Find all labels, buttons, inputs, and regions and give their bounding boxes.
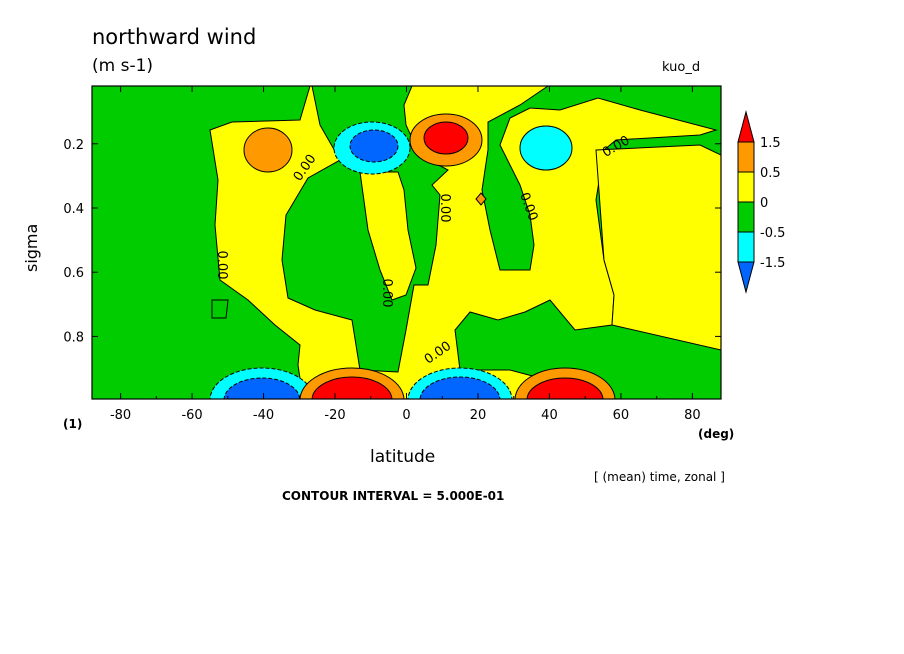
fill-weak-negative-west (92, 86, 311, 399)
cell-pos-north-inner (526, 377, 604, 399)
colorbar-label: 1.5 (760, 136, 781, 151)
x-tick-label: -60 (181, 408, 202, 423)
chart-title: northward wind (92, 25, 257, 49)
colorbar-bottom-triangle (737, 261, 755, 294)
x-tick-label: -80 (110, 408, 131, 423)
x-axis-label: latitude (370, 447, 436, 467)
x-tick-label: 40 (541, 408, 558, 423)
plot-frame (91, 85, 722, 400)
cell-neg-northeq-outer (407, 367, 513, 399)
contour-label: 0.00 (214, 251, 229, 280)
contour-label: 0.00 (379, 279, 394, 308)
x-axis-ticks: -80 -60 -40 -20 0 20 40 60 80 (110, 86, 701, 423)
x-tick-label: 60 (613, 408, 630, 423)
field-fill (92, 86, 721, 399)
fill-weak-positive-north (359, 171, 417, 301)
contour-interval: CONTOUR INTERVAL = 5.000E-01 (282, 489, 505, 503)
y-tick-label: 0.8 (63, 330, 84, 345)
x-tick-label: 20 (470, 408, 487, 423)
contour-labels: 0.00 0.00 0.00 0.00 0.00 0.00 0.00 (214, 133, 633, 367)
colorbar-label: -0.5 (760, 226, 785, 241)
x-tick-label: -40 (253, 408, 274, 423)
colorbar-segment (737, 201, 755, 233)
small-diamond (475, 192, 487, 206)
fill-weak-positive (92, 86, 721, 399)
fill-weak-positive-north-east (595, 144, 721, 351)
colorbar-label: 0 (760, 196, 768, 211)
units-label: (m s-1) (92, 56, 154, 76)
cell-pos-southeq-outer (299, 367, 405, 399)
contour-label: 0.00 (291, 152, 320, 184)
colorbar-label: 0.5 (760, 166, 781, 181)
cell-neg-northeq-inner (419, 376, 501, 399)
y-tick-label: 0.2 (63, 138, 84, 153)
y-tick-label: 0.4 (63, 202, 84, 217)
cell-pos-upper-south (243, 127, 293, 173)
fill-patch-south (211, 299, 229, 319)
cell-neg-upper-inner (349, 129, 399, 163)
x-tick-label: 0 (402, 408, 410, 423)
cell-pos-upper-inner (423, 121, 469, 155)
y-tick-label: 0.6 (63, 266, 84, 281)
colorbar-segment (737, 231, 755, 263)
colorbar-segment (737, 141, 755, 173)
x-tick-label: 80 (684, 408, 701, 423)
fill-weak-negative-northeast (454, 86, 721, 399)
contour-label: 0.00 (516, 191, 540, 223)
cell-neg-south-outer (209, 367, 315, 399)
contour-label: 0.00 (437, 194, 452, 223)
plot-identifier: (1) (63, 417, 83, 431)
contour-label: 0.00 (422, 339, 454, 368)
contour-label: 0.00 (600, 133, 633, 160)
cell-neg-south-inner (223, 377, 301, 399)
colorbar-top-triangle (737, 110, 755, 143)
experiment-tag: kuo_d (662, 60, 701, 75)
fill-weak-negative-center (281, 86, 449, 373)
mean-note: [ (mean) time, zonal ] (594, 470, 725, 484)
x-tick-label: -20 (324, 408, 345, 423)
colorbar-segment (737, 171, 755, 203)
x-axis-unit: (deg) (698, 427, 735, 441)
y-axis-ticks: 0.2 0.4 0.6 0.8 (63, 138, 721, 345)
colorbar: 1.5 0.5 0 -0.5 -1.5 (737, 110, 785, 294)
y-axis-label: sigma (22, 223, 41, 272)
cell-pos-southeq-inner (311, 376, 393, 399)
cell-pos-upper-outer (409, 113, 483, 167)
cell-neg-upper-north (519, 125, 573, 171)
colorbar-label: -1.5 (760, 256, 785, 271)
cell-neg-upper-outer (333, 121, 411, 175)
cell-pos-north-outer (514, 367, 616, 399)
